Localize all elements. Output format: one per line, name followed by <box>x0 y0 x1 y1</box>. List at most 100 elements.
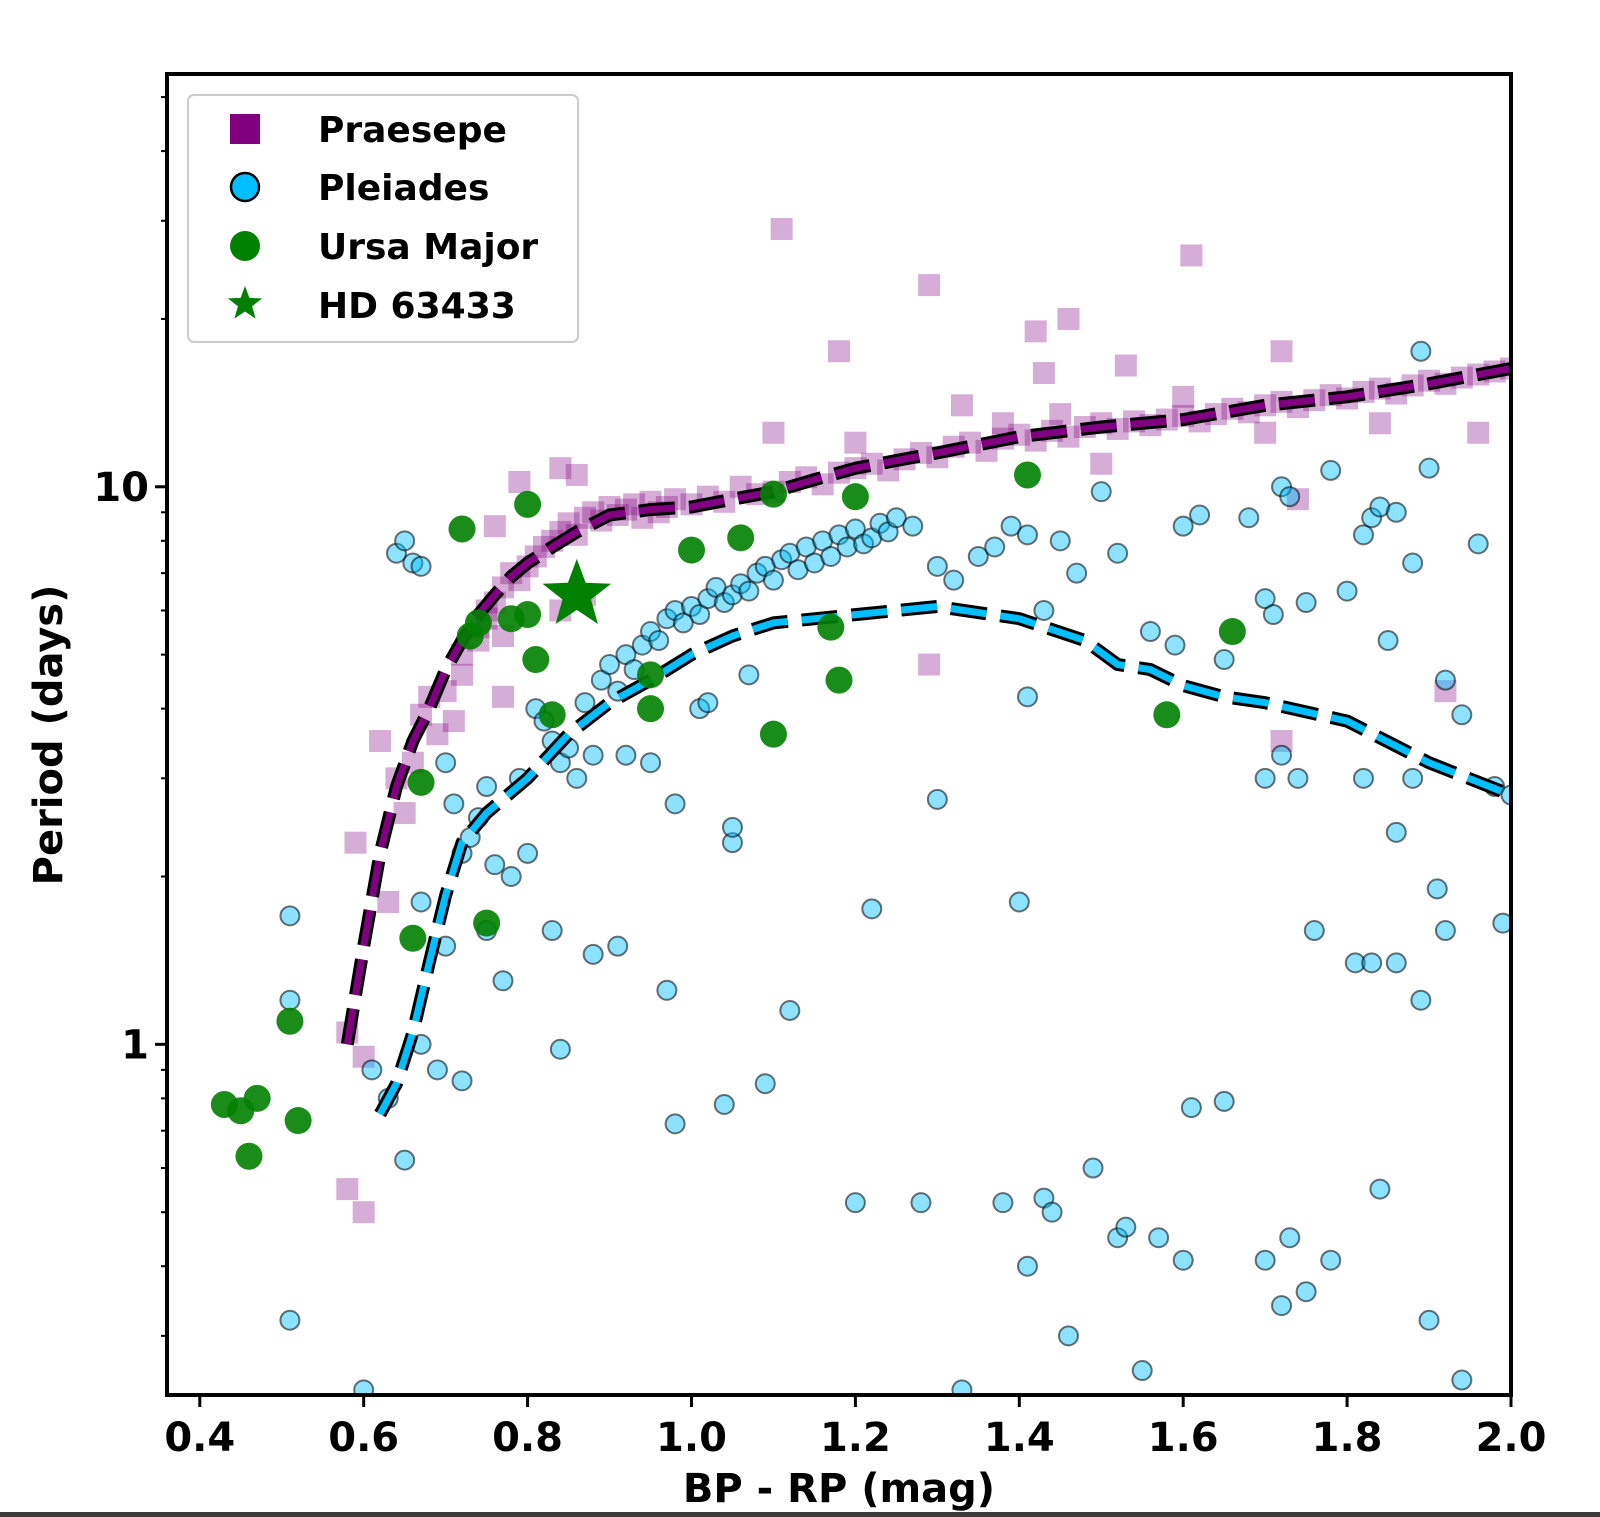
pleiades-point <box>1467 533 1489 555</box>
legend-marker-pleiades <box>229 171 261 203</box>
praesepe-point <box>426 723 449 746</box>
pleiades-point <box>1090 481 1112 503</box>
pleiades-point <box>1344 952 1366 974</box>
praesepe-point <box>1024 320 1047 343</box>
x-tick-label: 0.6 <box>328 1415 399 1461</box>
pleiades-point <box>1041 1201 1063 1223</box>
pleiades-point <box>984 536 1006 558</box>
pleiades-point <box>885 507 907 529</box>
ursa-major-point <box>637 661 665 689</box>
window-bottom-edge <box>0 1512 1600 1517</box>
x-tick-label: 1.4 <box>984 1415 1055 1461</box>
pleiades-point <box>1049 530 1071 552</box>
y-tick-label: 1 <box>121 1022 149 1068</box>
praesepe-point <box>844 431 867 454</box>
x-tick-label: 1.2 <box>820 1415 891 1461</box>
pleiades-point <box>1295 1281 1317 1303</box>
pleiades-point <box>1057 1325 1079 1347</box>
pleiades-point <box>721 816 743 838</box>
praesepe-point <box>352 1201 375 1224</box>
pleiades-point <box>1426 878 1448 900</box>
x-tick-label: 2.0 <box>1476 1415 1547 1461</box>
x-axis-ticks: 0.4 0.6 0.8 1.0 1.2 1.4 1.6 1.8 2.0 <box>164 1395 1546 1461</box>
praesepe-point <box>1172 385 1195 408</box>
ursa-major-point <box>407 768 435 796</box>
pleiades-point <box>574 692 596 714</box>
praesepe-point <box>1270 340 1293 363</box>
pleiades-point <box>476 776 498 798</box>
pleiades-point <box>713 1094 735 1116</box>
ursa-major-point <box>538 701 566 729</box>
pleiades-point <box>762 569 784 591</box>
pleiades-point <box>279 989 301 1011</box>
pleiades-point <box>517 842 539 864</box>
praesepe-point <box>369 729 392 752</box>
praesepe-point <box>1180 244 1203 267</box>
pleiades-point <box>394 530 416 552</box>
pleiades-point <box>1361 507 1383 529</box>
x-tick-label: 1.0 <box>656 1415 727 1461</box>
pleiades-point <box>394 1149 416 1171</box>
pleiades-point <box>1082 1157 1104 1179</box>
praesepe-point <box>344 831 367 854</box>
ursa-major-point <box>464 609 492 637</box>
praesepe-point <box>991 412 1014 435</box>
praesepe-point <box>1114 354 1137 377</box>
praesepe-point <box>1057 307 1080 330</box>
pleiades-point <box>1271 1295 1293 1317</box>
pleiades-point <box>656 979 678 1001</box>
praesepe-point <box>770 217 793 240</box>
pleiades-point <box>582 943 604 965</box>
pleiades-point <box>1164 634 1186 656</box>
praesepe-point <box>442 710 465 733</box>
pleiades-point <box>1492 912 1511 934</box>
pleiades-point <box>615 744 637 766</box>
y-tick-label: 10 <box>93 465 149 511</box>
ursa-major-point <box>399 924 427 952</box>
pleiades-point <box>1238 507 1260 529</box>
pleiades-point <box>566 767 588 789</box>
pleiades-point <box>926 555 948 577</box>
legend-label-ursa-major: Ursa Major <box>318 227 538 268</box>
x-tick-label: 0.8 <box>492 1415 563 1461</box>
ursa-major-point <box>759 480 787 508</box>
pleiades-point <box>836 536 858 558</box>
legend: Praesepe Pleiades Ursa Major HD 63433 <box>187 94 579 343</box>
pleiades-point <box>1008 891 1030 913</box>
pleiades-point <box>1361 952 1383 974</box>
pleiades-point <box>582 744 604 766</box>
pleiades-point <box>410 555 432 577</box>
hd63433-point <box>542 558 611 624</box>
pleiades-point <box>721 584 743 606</box>
pleiades-point <box>1115 1216 1137 1238</box>
pleiades-point <box>1131 1360 1153 1382</box>
trend-line-praesepe <box>343 365 1511 1045</box>
praesepe-point <box>565 463 588 486</box>
pleiades-point <box>1189 504 1211 526</box>
pleiades-point <box>779 999 801 1021</box>
pleiades-point <box>1262 604 1284 626</box>
ursa-major-point <box>1153 701 1181 729</box>
pleiades-point <box>1107 1227 1129 1249</box>
pleiades-point <box>443 793 465 815</box>
pleiades-point <box>1139 621 1161 643</box>
ursa-major-point <box>514 601 542 629</box>
pleiades-point <box>1320 1249 1342 1271</box>
pleiades-point <box>672 612 694 634</box>
pleiades-point <box>361 1059 383 1081</box>
praesepe-point <box>762 421 785 444</box>
praesepe-point <box>918 274 941 297</box>
pleiades-point <box>279 905 301 927</box>
x-tick-label: 1.8 <box>1312 1415 1383 1461</box>
legend-marker-praesepe <box>230 114 260 144</box>
pleiades-point <box>1410 340 1432 362</box>
pleiades-point <box>1172 1249 1194 1271</box>
ursa-major-point <box>817 613 845 641</box>
praesepe-point <box>1254 421 1277 444</box>
legend-box <box>187 94 579 343</box>
pleiades-point <box>1352 767 1374 789</box>
pleiades-point <box>1434 669 1456 691</box>
pleiades-point <box>951 1379 973 1395</box>
trend-lines <box>340 362 1511 1118</box>
